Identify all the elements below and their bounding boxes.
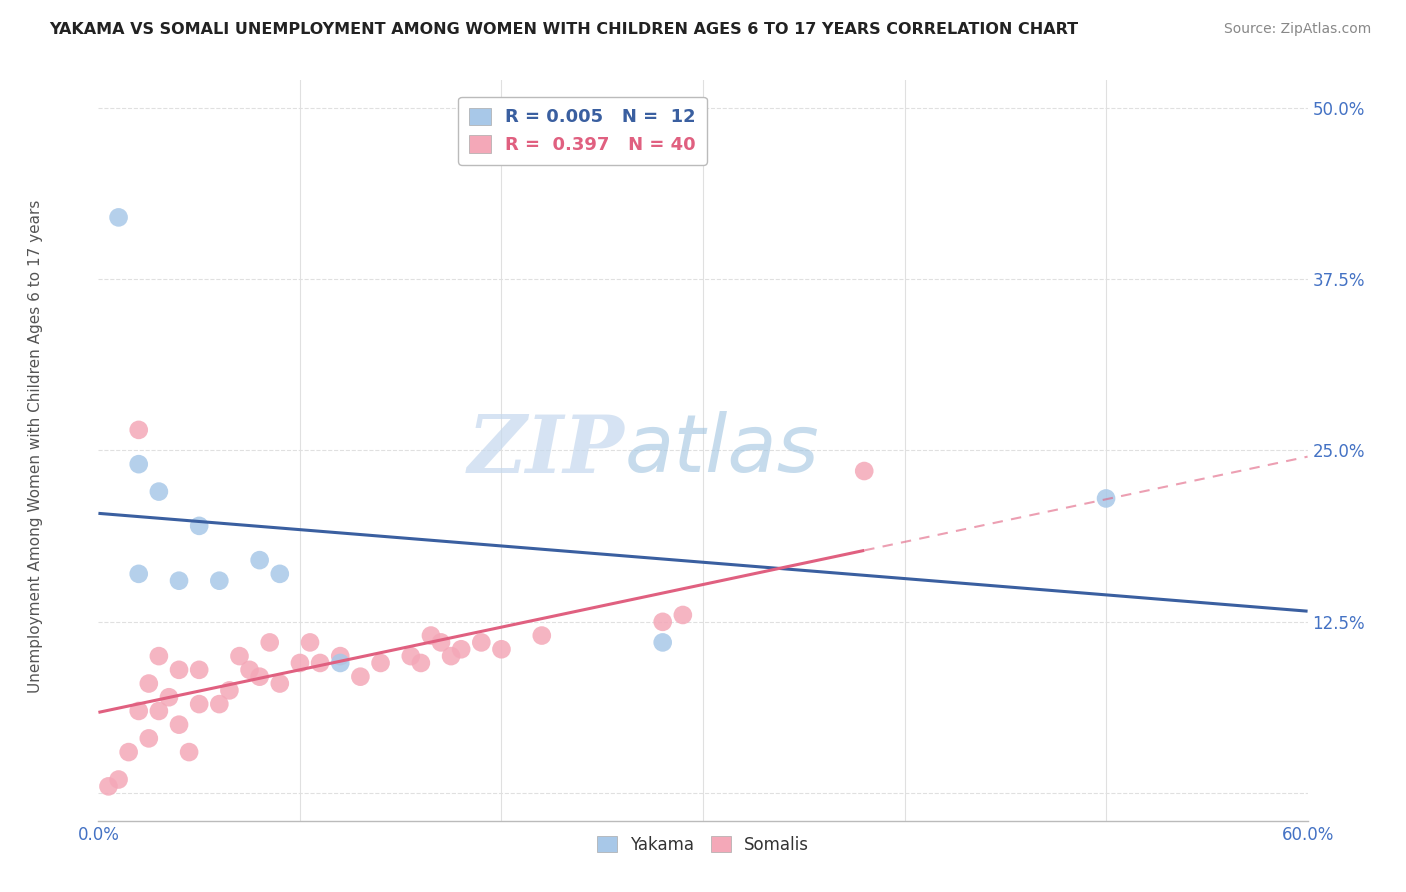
Point [97,780,120,794]
Point [128,704,150,718]
Point [148,484,170,499]
Text: ZIP: ZIP [468,412,624,489]
Point [128,423,150,437]
Text: atlas: atlas [624,411,820,490]
Point [249,670,271,684]
Point [167,663,190,677]
Legend: Yakama, Somalis: Yakama, Somalis [591,829,815,861]
Text: Unemployment Among Women with Children Ages 6 to 17 years: Unemployment Among Women with Children A… [28,199,42,693]
Point [228,649,250,664]
Point [218,683,240,698]
Point [157,690,180,705]
Point [309,656,332,670]
Point [128,566,150,581]
Point [167,574,190,588]
Point [167,717,190,731]
Point [470,635,492,649]
Point [208,574,231,588]
Point [491,642,513,657]
Point [370,656,392,670]
Point [107,211,129,225]
Point [329,649,352,664]
Point [128,457,150,471]
Point [138,676,160,690]
Point [1095,491,1118,506]
Point [208,697,231,711]
Point [138,731,160,746]
Point [440,649,463,664]
Point [651,635,673,649]
Point [118,745,141,759]
Point [188,697,211,711]
Point [420,628,443,642]
Point [430,635,453,649]
Point [299,635,322,649]
Point [259,635,281,649]
Point [269,676,291,690]
Point [148,704,170,718]
Text: Source: ZipAtlas.com: Source: ZipAtlas.com [1223,22,1371,37]
Point [179,745,201,759]
Point [269,566,291,581]
Point [409,656,432,670]
Point [249,553,271,567]
Point [188,519,211,533]
Point [853,464,876,478]
Point [288,656,311,670]
Point [530,628,553,642]
Point [651,615,673,629]
Point [148,649,170,664]
Point [107,772,129,787]
Point [672,607,695,622]
Point [329,656,352,670]
Point [239,663,262,677]
Text: YAKAMA VS SOMALI UNEMPLOYMENT AMONG WOMEN WITH CHILDREN AGES 6 TO 17 YEARS CORRE: YAKAMA VS SOMALI UNEMPLOYMENT AMONG WOME… [49,22,1078,37]
Point [399,649,422,664]
Point [450,642,472,657]
Point [349,670,371,684]
Point [188,663,211,677]
